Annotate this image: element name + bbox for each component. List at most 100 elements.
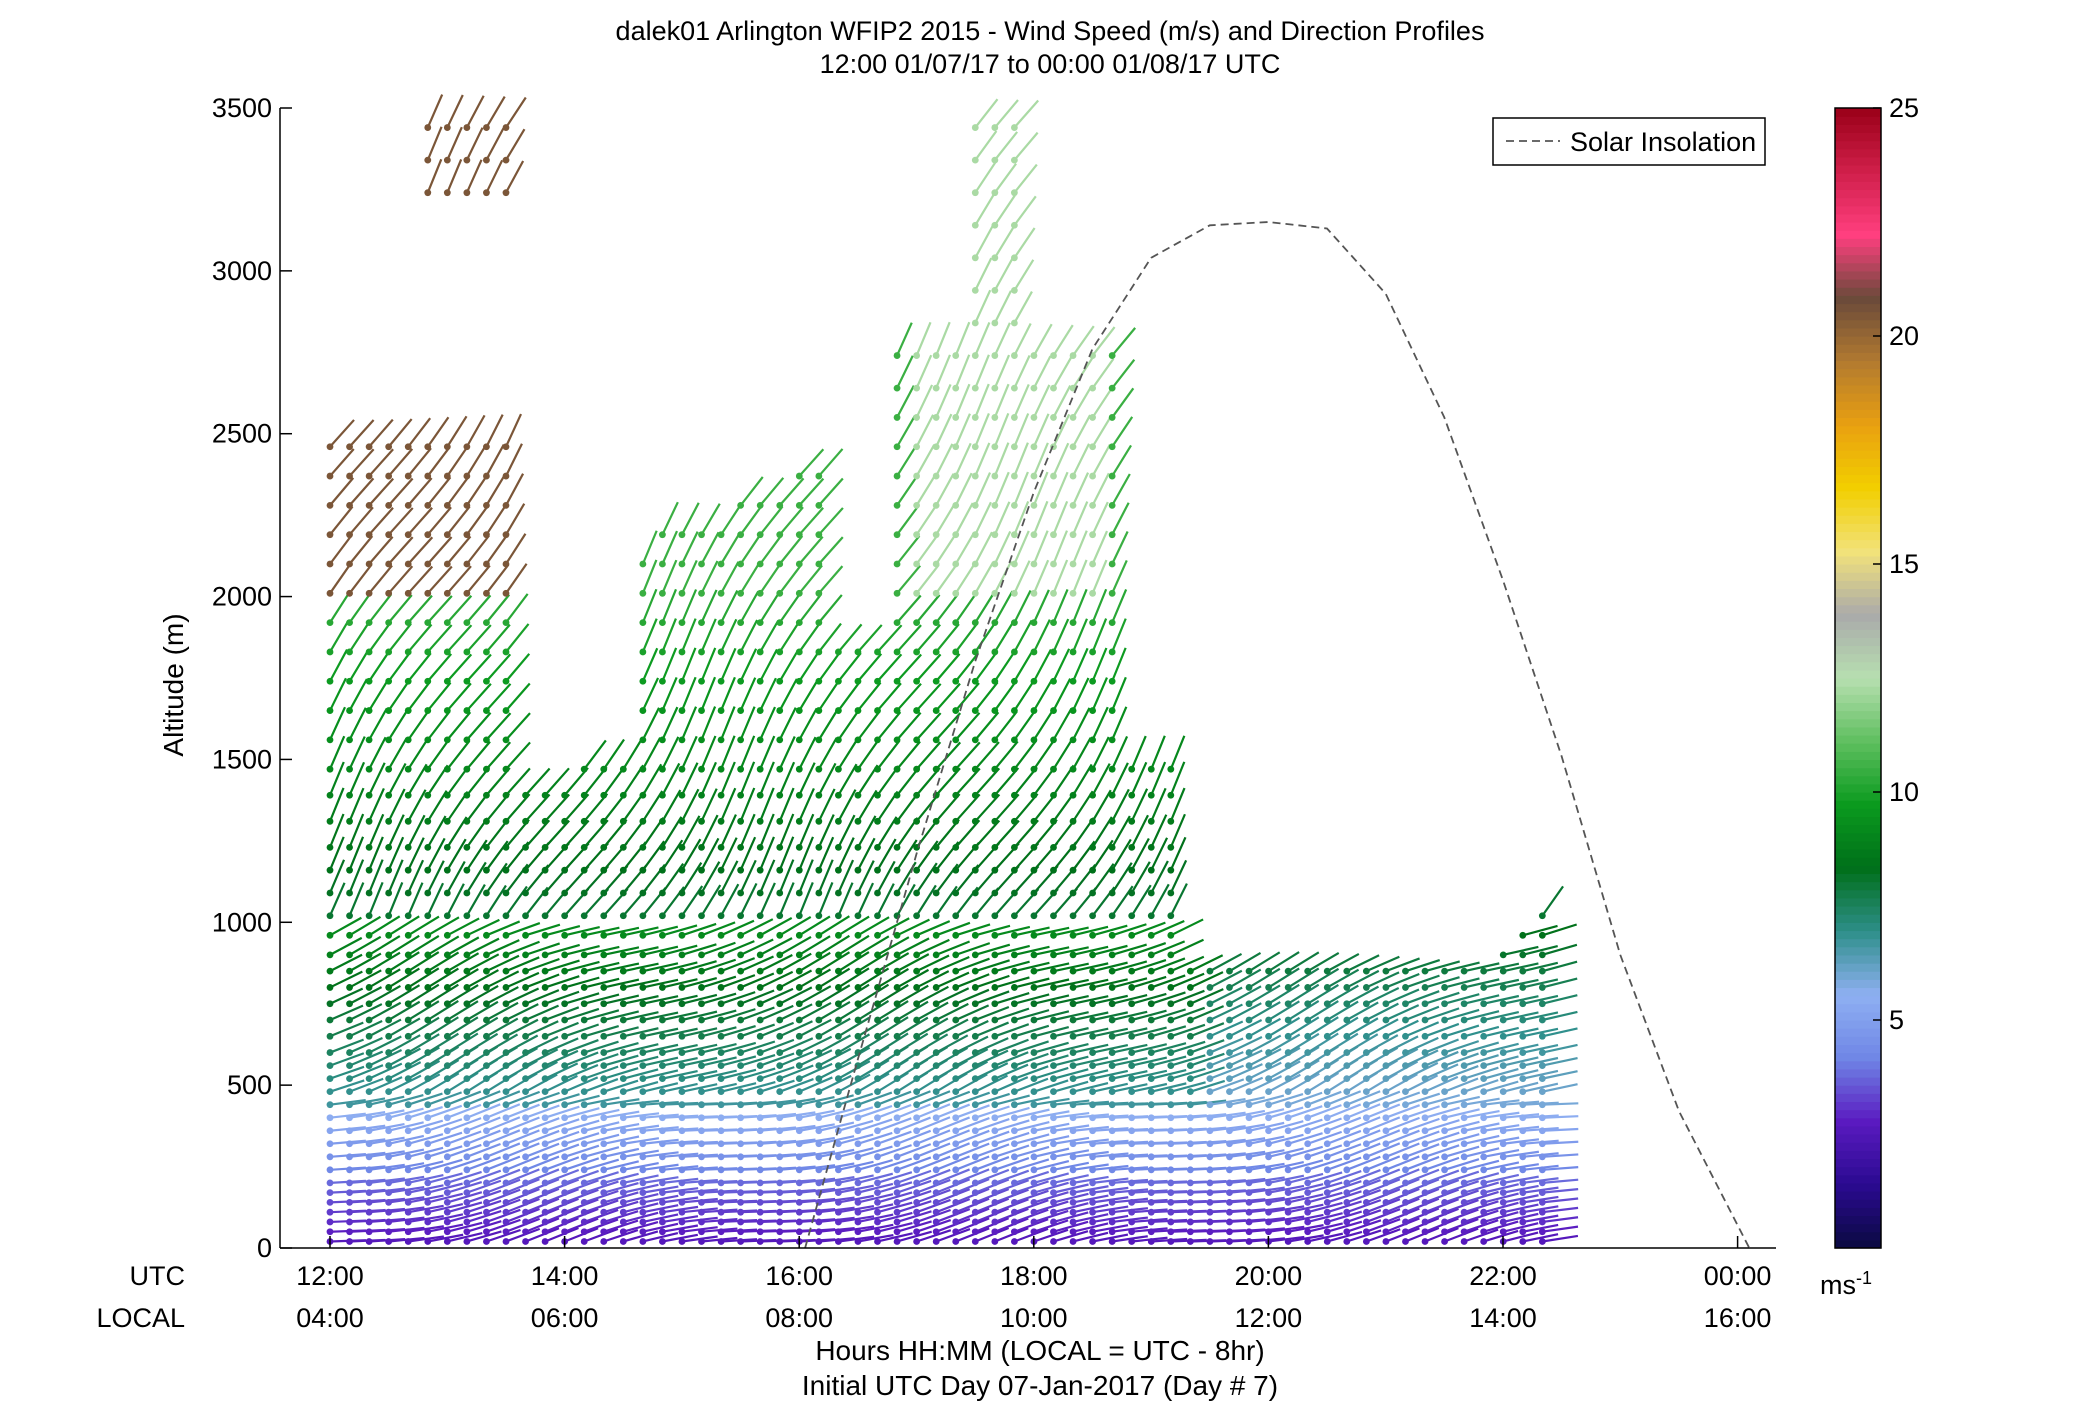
- wind-barb-dot: [932, 501, 940, 509]
- wind-barb-dot: [756, 1049, 764, 1056]
- wind-barb-shaft: [1014, 926, 1050, 937]
- wind-barb-shaft: [739, 836, 757, 871]
- wind-barb-shaft: [1287, 1213, 1324, 1224]
- wind-barb-dot: [698, 1114, 705, 1122]
- wind-barb-dot: [385, 984, 393, 991]
- wind-barb-dot: [424, 707, 432, 714]
- wind-barb-shaft: [1522, 944, 1558, 956]
- wind-barb-dot: [1147, 791, 1155, 799]
- wind-barb-shaft: [368, 836, 384, 871]
- wind-barb-dot: [424, 1140, 432, 1148]
- wind-barb-shaft: [329, 987, 364, 1005]
- wind-barb-shaft: [877, 1181, 913, 1194]
- wind-barb-dot: [346, 677, 353, 685]
- wind-barb-shaft: [739, 735, 756, 770]
- wind-barb-dot: [1108, 1049, 1116, 1056]
- y-tick-label: 3500: [212, 93, 272, 123]
- wind-barb-shaft: [348, 535, 374, 565]
- wind-barb-dot: [952, 889, 960, 897]
- wind-barb-dot: [1284, 1179, 1292, 1187]
- wind-barb-shaft: [759, 787, 775, 822]
- wind-barb-shaft: [857, 1032, 890, 1054]
- wind-barb-dot: [346, 560, 353, 568]
- wind-barb-dot: [1284, 1189, 1292, 1197]
- colorbar-band: [1835, 1125, 1881, 1135]
- wind-barb-dot: [600, 889, 608, 897]
- wind-barb-dot: [893, 931, 901, 939]
- wind-barb-dot: [483, 1208, 490, 1216]
- wind-barb-dot: [424, 156, 432, 164]
- wind-barb-dot: [1030, 1000, 1038, 1008]
- wind-barb-shaft: [974, 1143, 1010, 1158]
- wind-barb-dot: [1245, 984, 1253, 991]
- wind-barb-shaft: [505, 1178, 540, 1194]
- wind-barb-shaft: [876, 860, 896, 894]
- wind-barb-dot: [522, 912, 529, 920]
- wind-barb-shaft: [681, 1027, 718, 1038]
- wind-barb-shaft: [1072, 357, 1094, 389]
- wind-barb-dot: [815, 1101, 823, 1109]
- wind-barb-shaft: [1287, 1145, 1324, 1158]
- colorbar-band: [1835, 425, 1881, 435]
- wind-barb-shaft: [329, 1021, 364, 1038]
- wind-barb-shaft: [1542, 1234, 1579, 1243]
- wind-barb-shaft: [896, 1129, 932, 1145]
- wind-barb-shaft: [1013, 383, 1030, 418]
- wind-barb-dot: [600, 1140, 608, 1148]
- wind-barb-dot: [385, 912, 393, 920]
- wind-barb-dot: [913, 817, 921, 825]
- wind-barb-shaft: [1287, 1203, 1324, 1214]
- wind-barb-dot: [365, 912, 373, 920]
- colorbar-band: [1835, 450, 1881, 459]
- wind-barb-shaft: [1053, 1011, 1089, 1022]
- wind-barb-shaft: [388, 967, 420, 989]
- colorbar-band: [1835, 718, 1881, 728]
- wind-barb-shaft: [778, 563, 803, 594]
- wind-barb-dot: [483, 791, 490, 799]
- wind-barb-dot: [1069, 984, 1077, 991]
- wind-barb-dot: [756, 531, 764, 539]
- wind-barb-dot: [1089, 589, 1097, 597]
- wind-barb-shaft: [1111, 359, 1136, 389]
- wind-barb-dot: [385, 1062, 393, 1069]
- wind-barb-dot: [639, 951, 647, 959]
- wind-barb-dot: [659, 765, 666, 773]
- wind-barb-dot: [815, 1218, 823, 1226]
- wind-barb-shaft: [446, 126, 463, 161]
- wind-barb-dot: [1010, 1062, 1018, 1069]
- wind-barb-shaft: [994, 960, 1030, 973]
- colorbar-band: [1835, 726, 1881, 736]
- wind-barb-shaft: [818, 477, 844, 507]
- wind-barb-dot: [600, 1062, 608, 1069]
- wind-barb-dot: [424, 124, 432, 131]
- wind-barb-shaft: [1385, 1217, 1420, 1233]
- wind-barb-dot: [561, 1049, 569, 1056]
- wind-barb-dot: [1284, 1228, 1292, 1236]
- wind-barb-dot: [1538, 1032, 1546, 1040]
- wind-barb-dot: [815, 889, 823, 897]
- wind-barb-dot: [326, 1075, 334, 1083]
- wind-barb-shaft: [642, 962, 679, 973]
- wind-barb-dot: [502, 843, 510, 851]
- wind-barb-dot: [1402, 1075, 1409, 1083]
- wind-barb-dot: [463, 1075, 471, 1083]
- wind-barb-dot: [854, 1032, 862, 1040]
- wind-barb-shaft: [466, 969, 499, 989]
- wind-barb-dot: [522, 843, 529, 851]
- wind-barb-shaft: [799, 1109, 835, 1119]
- wind-barb-shaft: [564, 1051, 599, 1067]
- wind-barb-shaft: [426, 158, 443, 194]
- wind-barb-dot: [678, 648, 686, 656]
- wind-barb-dot: [600, 1166, 608, 1174]
- wind-barb-dot: [1030, 414, 1038, 421]
- wind-barb-dot: [1265, 1189, 1272, 1197]
- wind-barb-dot: [952, 1166, 960, 1174]
- wind-barb-shaft: [1150, 940, 1186, 956]
- wind-barb-shaft: [603, 1054, 639, 1067]
- wind-barb-shaft: [955, 1104, 990, 1119]
- wind-barb-dot: [600, 1101, 608, 1109]
- wind-barb-shaft: [1170, 1054, 1206, 1067]
- wind-barb-dot: [913, 967, 921, 975]
- wind-barb-dot: [737, 866, 745, 874]
- wind-barb-shaft: [1013, 471, 1029, 506]
